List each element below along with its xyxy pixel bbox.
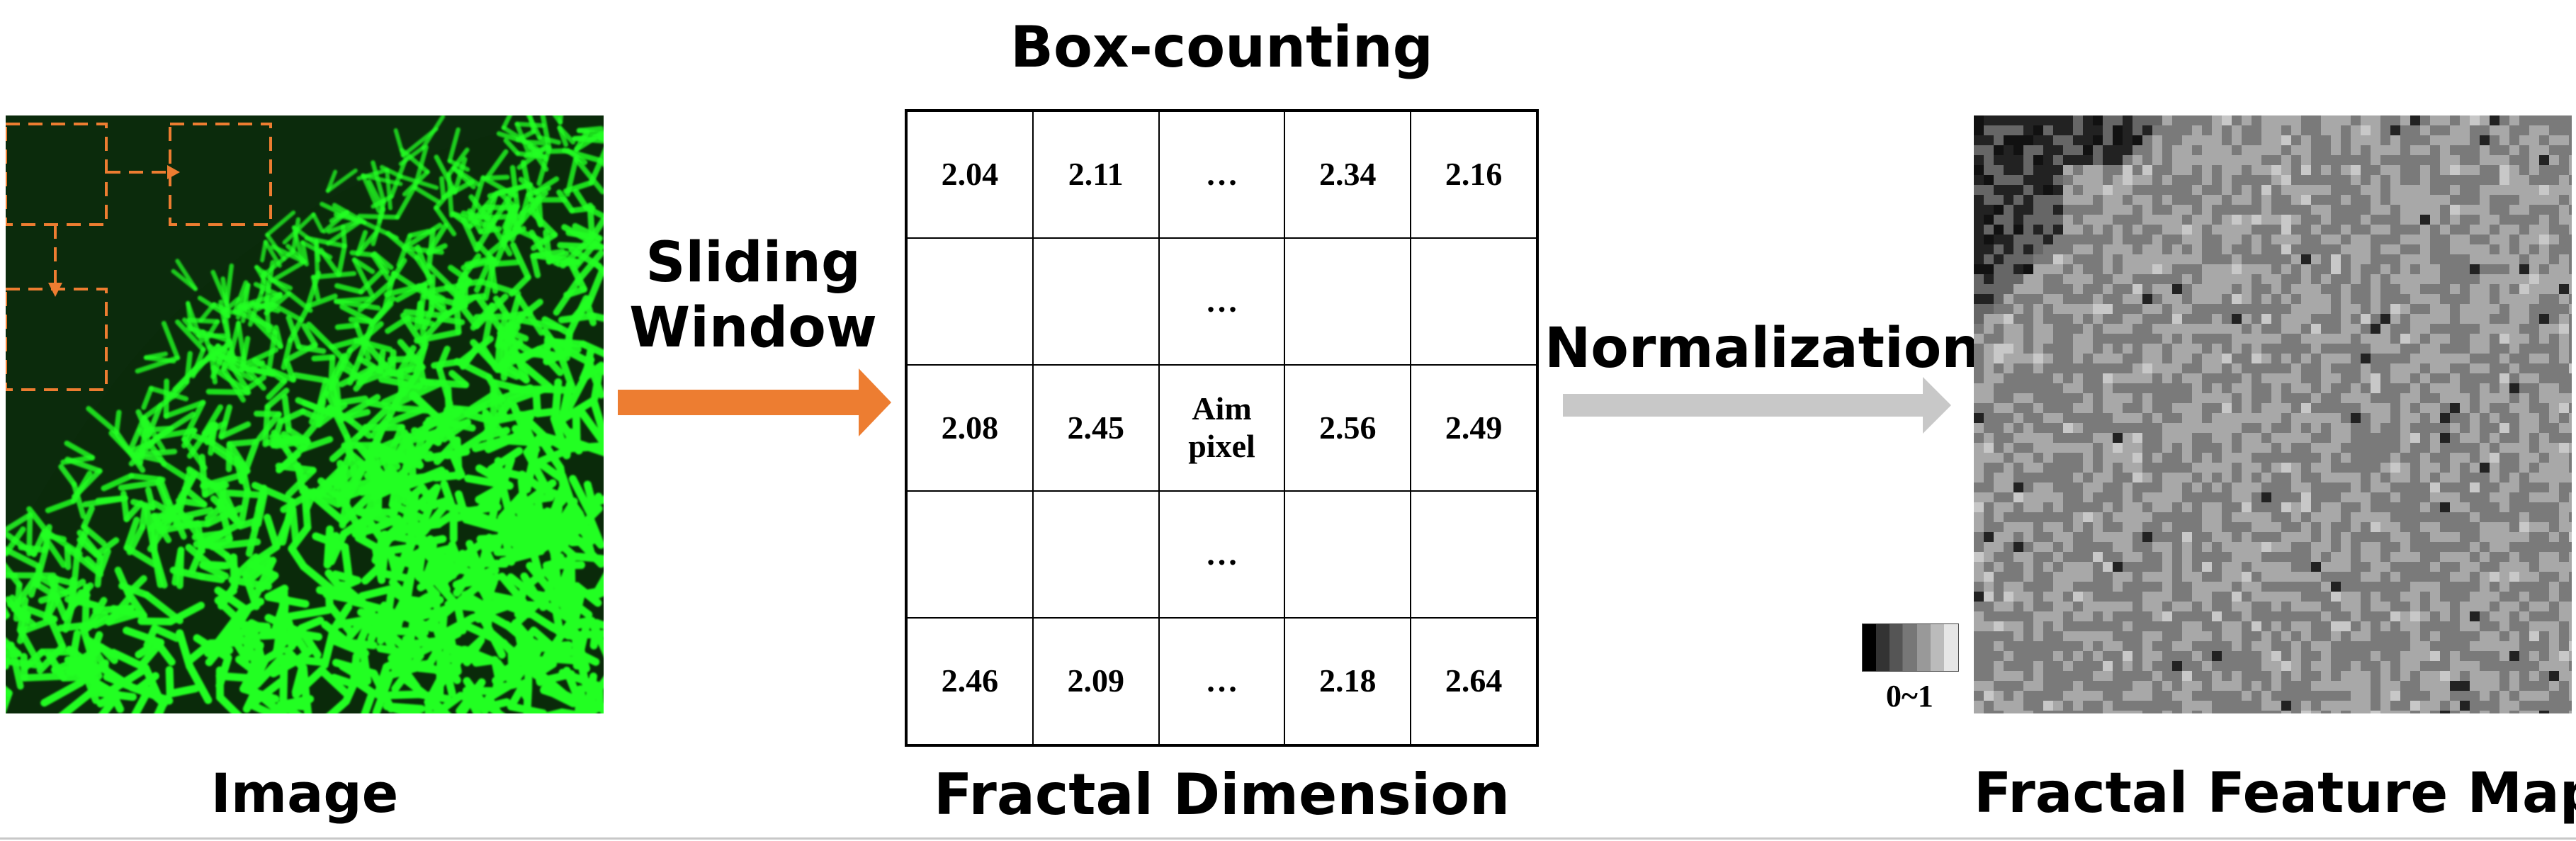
grid-cell: 2.45 <box>1032 364 1159 492</box>
window-step-arrows <box>48 165 180 297</box>
aim-pixel-cell: Aim pixel <box>1158 364 1285 492</box>
fractal-dimension-label: Fractal Dimension <box>933 762 1510 828</box>
image-label: Image <box>210 762 399 825</box>
right-arrow-icon <box>618 368 891 436</box>
grayscale-colorbar <box>1862 623 1959 672</box>
micrograph-network <box>6 115 604 713</box>
grid-cell <box>1032 237 1159 365</box>
colorbar-range-label: 0~1 <box>1886 679 1933 713</box>
grid-cell: 2.46 <box>907 618 1033 745</box>
fractal-feature-map-image <box>1974 115 2572 713</box>
bottom-divider <box>0 837 2576 840</box>
grid-cell <box>1032 491 1159 619</box>
fractal-feature-map-label: Fractal Feature Map <box>1974 762 2576 825</box>
grid-cell: … <box>1158 491 1285 619</box>
grid-cell: 2.16 <box>1411 111 1537 238</box>
sliding-window-line2: Window <box>629 296 877 360</box>
grid-cell <box>907 491 1033 619</box>
grid-cell: 2.56 <box>1284 364 1411 492</box>
grid-cell: 2.49 <box>1411 364 1537 492</box>
grid-cell: 2.04 <box>907 111 1033 238</box>
normalization-label: Normalization <box>1544 317 1981 380</box>
grid-cell <box>1411 237 1537 365</box>
feature-map-texture <box>1974 115 2572 713</box>
grid-cell <box>907 237 1033 365</box>
sliding-window-label: Sliding Window <box>608 230 898 361</box>
grid-cell: 2.34 <box>1284 111 1411 238</box>
sliding-window-line1: Sliding <box>645 231 861 295</box>
grid-cell <box>1411 491 1537 619</box>
box-counting-title: Box-counting <box>1010 14 1433 80</box>
grid-cell: 2.08 <box>907 364 1033 492</box>
grid-cell: 2.09 <box>1032 618 1159 745</box>
micrograph-image <box>6 115 604 713</box>
grid-cell: … <box>1158 618 1285 745</box>
fractal-dimension-grid: 2.04 2.11… 2.34 2.16… 2.08 2.45 Aim pixel 2.56 2… <box>905 109 1539 747</box>
grid-cell <box>1284 237 1411 365</box>
right-arrow-icon <box>1563 377 1951 434</box>
grid-cell: 2.11 <box>1032 111 1159 238</box>
grid-cell <box>1284 491 1411 619</box>
grid-cell: … <box>1158 111 1285 238</box>
grid-cell: 2.18 <box>1284 618 1411 745</box>
grid-cell: 2.64 <box>1411 618 1537 745</box>
grid-cell: … <box>1158 237 1285 365</box>
